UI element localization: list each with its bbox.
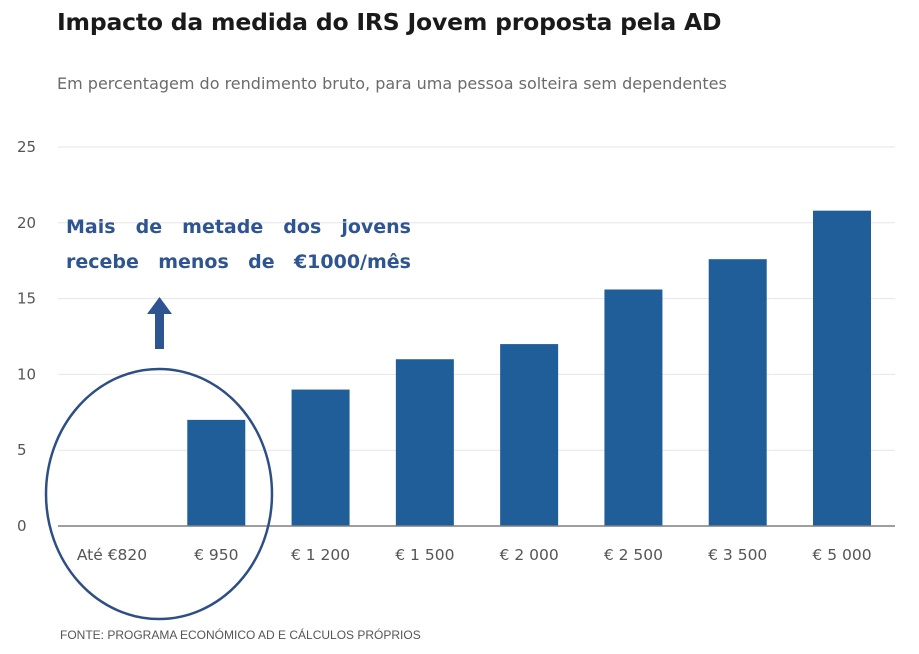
- y-tick-label: 10: [17, 365, 36, 383]
- x-tick-label: € 950: [194, 546, 238, 564]
- y-tick-label: 0: [17, 517, 27, 535]
- y-tick-label: 5: [17, 441, 27, 459]
- y-tick-label: 15: [17, 290, 36, 308]
- x-tick-label: € 2 500: [604, 546, 663, 564]
- x-tick-label: € 3 500: [708, 546, 767, 564]
- x-axis-ticks: Até €820 € 950 € 1 200 € 1 500 € 2 000 € 2 50…: [77, 546, 872, 564]
- bar: [708, 259, 767, 526]
- y-tick-label: 20: [17, 214, 36, 232]
- bar: [813, 210, 871, 526]
- chart-subtitle: Em percentagem do rendimento bruto, para…: [57, 74, 727, 93]
- bar: [500, 344, 559, 526]
- y-tick-label: 25: [17, 138, 36, 156]
- x-tick-label: € 1 200: [291, 546, 350, 564]
- x-tick-label: Até €820: [77, 546, 147, 564]
- annotation-text: Mais de metade dos jovens recebe menos d…: [66, 216, 411, 273]
- chart-title: Impacto da medida do IRS Jovem proposta …: [57, 8, 722, 36]
- gridlines: [58, 146, 895, 451]
- highlight-circle: [44, 367, 274, 621]
- bar: [291, 389, 350, 526]
- source-note: FONTE: PROGRAMA ECONÓMICO AD E CÁLCULOS …: [60, 628, 421, 642]
- x-tick-label: € 5 000: [812, 546, 871, 564]
- y-axis-ticks: 0 5 10 15 20 25: [17, 138, 36, 535]
- bar: [604, 289, 663, 526]
- bar: [187, 419, 246, 526]
- bars: [187, 210, 871, 526]
- up-arrow-icon: [147, 297, 172, 349]
- bar: [395, 359, 454, 526]
- x-tick-label: € 1 500: [395, 546, 454, 564]
- x-tick-label: € 2 000: [500, 546, 559, 564]
